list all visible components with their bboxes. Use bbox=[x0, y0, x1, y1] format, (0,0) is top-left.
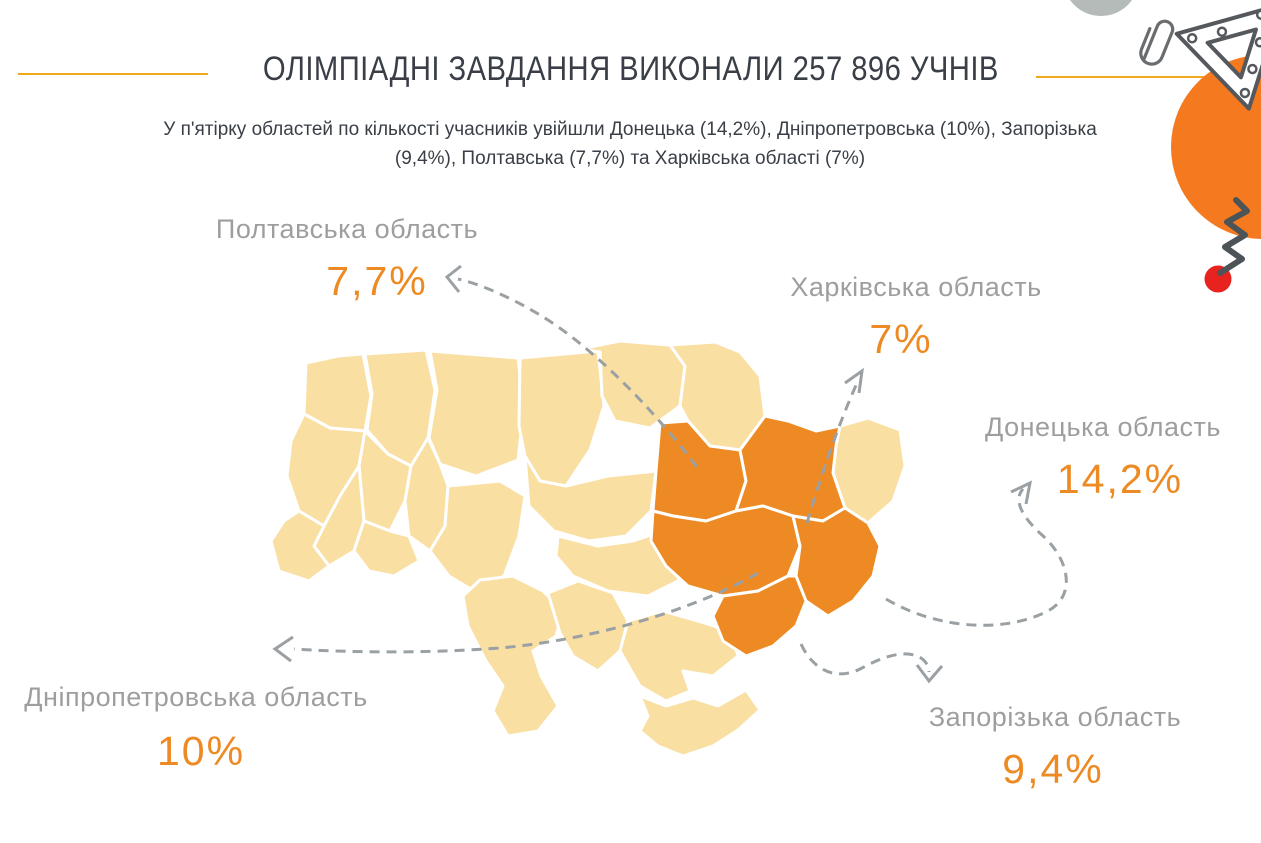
arrow-dnipropetrovsk bbox=[293, 571, 759, 654]
map-region-dnipropetrovsk bbox=[649, 504, 802, 598]
map-region-zakarpattia bbox=[269, 509, 331, 583]
zigzag-line bbox=[1217, 197, 1250, 276]
map-region-crimea bbox=[638, 688, 762, 758]
callout-dnipropetrovsk-value: 10% bbox=[157, 728, 245, 775]
gray-circle bbox=[1070, 0, 1132, 16]
page-title: ОЛІМПІАДНІ ЗАВДАННЯ ВИКОНАЛИ 257 896 УЧН… bbox=[262, 50, 999, 88]
map-region-vinnytsia bbox=[428, 479, 527, 593]
callout-zaporizhzhia-label: Запорізька область bbox=[928, 702, 1182, 732]
callout-zaporizhzhia-percent: 9,4% bbox=[1002, 746, 1104, 792]
callout-poltava: Полтавська область bbox=[216, 214, 478, 245]
paperclip-icon bbox=[1139, 19, 1175, 66]
map-region-chernivtsi bbox=[352, 519, 421, 578]
callout-donetsk-value: 14,2% bbox=[1057, 456, 1183, 503]
arrowhead-dnipropetrovsk bbox=[272, 635, 294, 663]
callout-poltava-value: 7,7% bbox=[326, 258, 427, 305]
map-region-zaporizhzhia bbox=[711, 574, 808, 658]
title-rule-left bbox=[18, 73, 208, 75]
arrow-kharkiv bbox=[805, 380, 860, 524]
callout-donetsk-label: Донецька область bbox=[985, 412, 1221, 442]
callout-dnipropetrovsk-percent: 10% bbox=[156, 728, 246, 774]
callout-kharkiv: Харківська область bbox=[790, 272, 1041, 303]
orange-circle bbox=[1171, 55, 1261, 239]
arrow-zaporizhzhia bbox=[799, 643, 931, 676]
callout-kharkiv-value: 7% bbox=[869, 316, 932, 363]
map-region-chernihiv bbox=[578, 339, 687, 430]
arrow-poltava bbox=[457, 277, 699, 468]
arrowhead-kharkiv bbox=[844, 367, 864, 394]
arrowhead-donetsk bbox=[1010, 480, 1033, 505]
triangle-ruler-icon bbox=[1174, 2, 1261, 111]
callout-zaporizhzhia: Запорізька область bbox=[929, 702, 1181, 733]
map-region-donetsk bbox=[791, 506, 882, 618]
callout-kharkiv-percent: 7% bbox=[869, 316, 933, 362]
map-region-cherkasy bbox=[523, 454, 658, 543]
callout-poltava-label: Полтавська область bbox=[215, 214, 479, 244]
arrowhead-poltava bbox=[444, 264, 462, 293]
subtitle: У п'ятірку областей по кількості учасник… bbox=[125, 115, 1135, 174]
subtitle-line1: У п'ятірку областей по кількості учасник… bbox=[163, 119, 1097, 140]
callout-dnipropetrovsk: Дніпропетровська область bbox=[24, 682, 368, 713]
callout-kharkiv-label: Харківська область bbox=[790, 272, 1042, 302]
callout-poltava-percent: 7,7% bbox=[326, 258, 428, 304]
callout-donetsk-percent: 14,2% bbox=[1056, 456, 1184, 502]
callout-donetsk: Донецька область bbox=[985, 412, 1221, 443]
arrow-donetsk bbox=[885, 487, 1068, 627]
map-region-kherson bbox=[618, 609, 740, 703]
arrowhead-zaporizhzhia bbox=[915, 664, 944, 684]
callout-dnipropetrovsk-label: Дніпропетровська область bbox=[24, 682, 368, 712]
title-rule-right bbox=[1036, 76, 1225, 78]
subtitle-line2: (9,4%), Полтавська (7,7%) та Харківська … bbox=[394, 148, 866, 170]
callout-zaporizhzhia-value: 9,4% bbox=[1002, 746, 1103, 793]
